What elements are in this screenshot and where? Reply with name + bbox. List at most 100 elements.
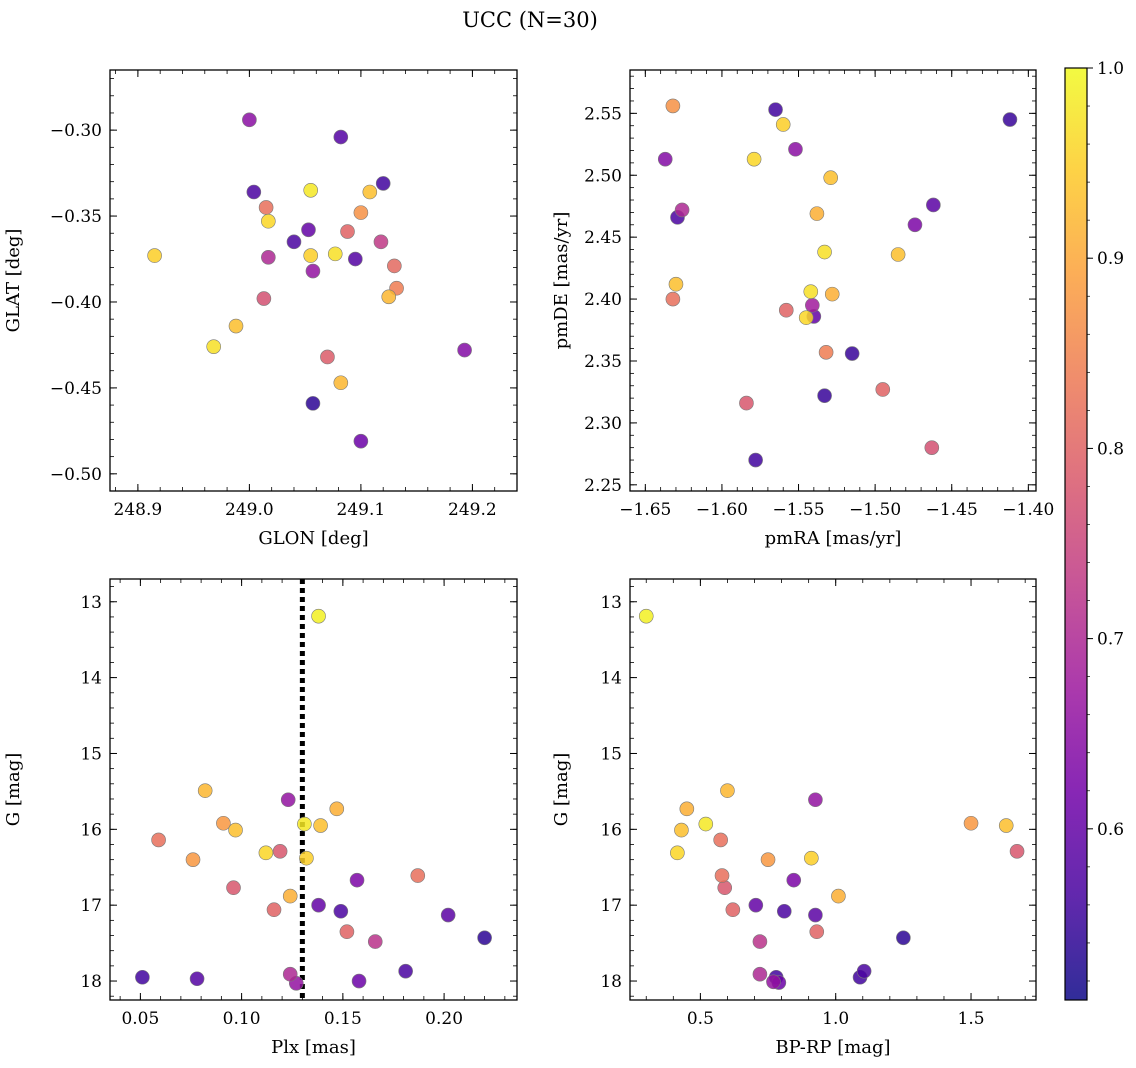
x-tick-label: 249.1 xyxy=(337,500,386,520)
scatter-point xyxy=(367,934,383,949)
scatter-point xyxy=(246,184,262,200)
scatter-point xyxy=(786,872,802,888)
scatter-point xyxy=(778,302,794,318)
x-tick-label: −1.65 xyxy=(619,500,671,520)
scatter-point xyxy=(674,822,689,838)
plot-frame xyxy=(629,578,1037,1001)
y-tick-label: 17 xyxy=(600,896,622,916)
scatter-point xyxy=(804,850,819,866)
colorbar-tick-label: 0.9 xyxy=(1097,249,1124,269)
scatter-point xyxy=(303,182,319,198)
y-tick-label: −0.35 xyxy=(50,207,102,227)
y-tick-label: 2.30 xyxy=(584,414,622,434)
scatter-point xyxy=(766,974,781,990)
scatter-point xyxy=(896,930,911,946)
scatter-point xyxy=(266,902,282,918)
x-tick-label: 0.20 xyxy=(425,1009,463,1029)
scatter-point xyxy=(768,102,783,117)
x-tick-label: 0.05 xyxy=(121,1009,159,1029)
scatter-point xyxy=(808,792,823,808)
scatter-point xyxy=(890,247,906,262)
colorbar-gradient xyxy=(1064,67,1088,1001)
scatter-point xyxy=(189,971,205,987)
panels: 248.9 249.0 249.1 249.2 −0.50 −0.45 −0.40 −0.35… xyxy=(3,69,1054,1058)
y-tick-label: 13 xyxy=(600,593,622,613)
scatter-point xyxy=(327,246,343,262)
scatter-point xyxy=(305,263,321,279)
colorbar: 0.6 0.7 0.8 0.9 1.0 xyxy=(1064,59,1124,1001)
scatter-point xyxy=(303,248,319,263)
figure-title: UCC (N=30) xyxy=(462,8,598,32)
scatter-point xyxy=(261,250,276,265)
scatter-point xyxy=(665,291,681,307)
x-tick-label: 1.5 xyxy=(958,1009,985,1029)
x-tick-label: −1.45 xyxy=(926,500,978,520)
scatter-point xyxy=(353,205,369,220)
scatter-point xyxy=(349,872,365,888)
scatter-point xyxy=(258,845,274,861)
scatter-point xyxy=(875,382,891,397)
y-axis-label: pmDE [mas/yr] xyxy=(551,212,572,350)
scatter-point xyxy=(907,217,923,233)
scatter-point xyxy=(333,903,349,919)
scatter-point xyxy=(228,318,244,334)
scatter-point xyxy=(329,801,345,817)
scatter-point xyxy=(348,251,363,267)
y-tick-label: 2.25 xyxy=(584,476,622,496)
scatter-point xyxy=(272,844,288,859)
colorbar-tick-label: 0.7 xyxy=(1097,630,1124,650)
scatter-point xyxy=(748,452,763,468)
scatter-point xyxy=(320,349,335,365)
scatter-point xyxy=(261,213,276,229)
y-tick-label: 17 xyxy=(80,896,102,916)
x-tick-label: 0.5 xyxy=(687,1009,714,1029)
scatter-point xyxy=(477,930,492,946)
scatter-point xyxy=(206,339,222,354)
y-tick-label: 15 xyxy=(600,744,622,764)
scatter-point xyxy=(752,934,768,949)
y-tick-label: 14 xyxy=(80,669,102,689)
scatter-point xyxy=(282,888,298,904)
x-tick-label: 248.9 xyxy=(114,500,163,520)
scatter-point xyxy=(353,433,369,449)
scatter-point xyxy=(457,342,472,358)
x-tick-label: −1.60 xyxy=(696,500,748,520)
scatter-point xyxy=(299,850,314,866)
scatter-point xyxy=(805,297,820,313)
scatter-point xyxy=(339,924,355,940)
scatter-point xyxy=(775,117,791,132)
scatter-point xyxy=(717,880,733,896)
y-tick-label: 18 xyxy=(600,972,622,992)
scatter-point xyxy=(1009,844,1025,859)
scatter-point xyxy=(333,375,349,391)
scatter-point xyxy=(963,815,979,831)
scatter-point xyxy=(668,276,684,292)
scatter-point xyxy=(216,815,231,831)
scatter-points xyxy=(147,112,472,449)
scatter-point xyxy=(333,129,349,145)
colorbar-tick-label: 0.6 xyxy=(1097,820,1124,840)
scatter-point xyxy=(823,170,839,186)
x-tick-label: 0.10 xyxy=(223,1009,261,1029)
scatter-point xyxy=(286,234,302,250)
y-tick-label: 2.55 xyxy=(584,104,622,124)
plot-frame xyxy=(109,69,518,492)
scatter-point xyxy=(665,98,681,114)
scatter-point xyxy=(280,792,296,808)
scatter-point xyxy=(713,832,728,848)
scatter-point xyxy=(256,291,272,306)
y-tick-label: 13 xyxy=(80,593,102,613)
scatter-point xyxy=(809,924,825,940)
scatter-point xyxy=(760,852,776,867)
scatter-point xyxy=(282,966,298,982)
scatter-point xyxy=(226,880,241,896)
scatter-point xyxy=(297,816,312,832)
scatter-point xyxy=(362,184,378,200)
scatter-point xyxy=(746,151,762,167)
scatter-point xyxy=(817,244,832,260)
scatter-point xyxy=(679,801,695,817)
y-axis-label: GLAT [deg] xyxy=(3,229,24,333)
scatter-point xyxy=(151,832,166,848)
scatter-point xyxy=(808,907,823,923)
plot-frame xyxy=(629,69,1037,492)
